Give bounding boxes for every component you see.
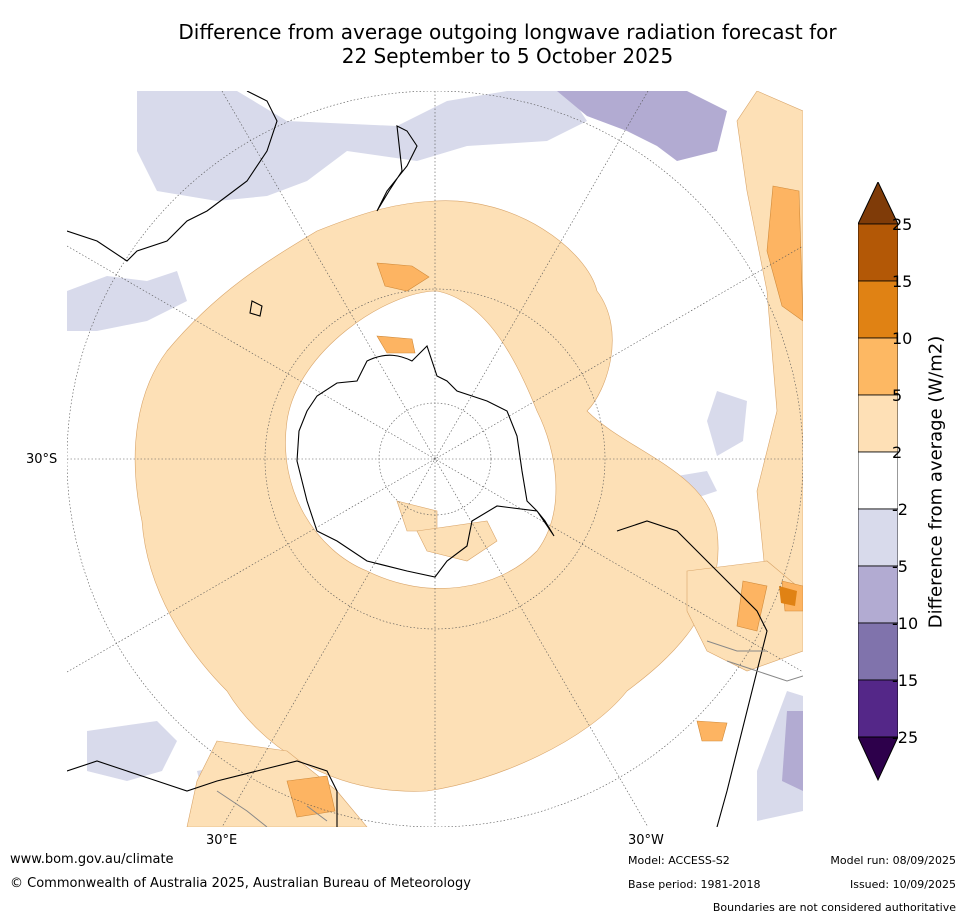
- title-line-1: Difference from average outgoing longwav…: [178, 20, 837, 44]
- footer-issued: Issued: 10/09/2025: [849, 878, 956, 891]
- colorbar-segment-neg25-neg15: [858, 679, 898, 738]
- colorbar-tick-10: 10: [892, 329, 913, 348]
- colorbar-segment-neg15-neg10: [858, 622, 898, 681]
- colorbar-min-extend: [858, 736, 898, 782]
- colorbar-segment-neg5-neg2: [858, 508, 898, 567]
- colorbar-tick-15: 15: [892, 272, 913, 291]
- colorbar-segment-neg10-neg5: [858, 565, 898, 624]
- colorbar-segment-10-15: [858, 280, 898, 339]
- footer-url: www.bom.gov.au/climate: [10, 852, 174, 867]
- colorbar: [858, 182, 898, 782]
- colorbar-tick-neg10: -10: [892, 614, 919, 633]
- latitude-label-30s: 30°S: [26, 452, 58, 467]
- high-positive-anomaly-areas: [779, 586, 797, 606]
- colorbar-segment-15-25: [858, 223, 898, 282]
- africa-coast: [67, 760, 338, 827]
- colorbar-tick-neg15: -15: [892, 671, 919, 690]
- south-america-coast: [616, 520, 768, 827]
- graticule: [67, 91, 803, 827]
- colorbar-tick-neg2: -2: [892, 500, 908, 519]
- title-line-2: 22 September to 5 October 2025: [341, 44, 674, 68]
- colorbar-segment-2-5: [858, 394, 898, 453]
- political-boundaries: [216, 640, 803, 827]
- footer-base-period: Base period: 1981-2018: [628, 878, 761, 891]
- longitude-label-30w: 30°W: [628, 833, 664, 848]
- antarctica-coast: [296, 344, 555, 578]
- map-svg: [67, 91, 803, 827]
- colorbar-tick-2: 2: [892, 443, 903, 462]
- tasmania-coast: [249, 300, 263, 317]
- longitude-label-30e: 30°E: [206, 833, 238, 848]
- footer-model-run: Model run: 08/09/2025: [830, 854, 956, 867]
- colorbar-tick-25: 25: [892, 215, 913, 234]
- colorbar-label: Difference from average (W/m2): [925, 335, 947, 629]
- colorbar-tick-5: 5: [892, 386, 903, 405]
- coastlines: [67, 91, 768, 827]
- new-zealand-coast: [376, 125, 418, 212]
- footer-model: Model: ACCESS-S2: [628, 854, 730, 867]
- map-title: Difference from average outgoing longwav…: [100, 20, 915, 68]
- footer-copyright: © Commonwealth of Australia 2025, Austra…: [10, 876, 471, 891]
- footer-disclaimer: Boundaries are not considered authoritat…: [712, 901, 956, 914]
- australia-coast: [67, 91, 278, 262]
- colorbar-tick-neg25: -25: [892, 728, 919, 747]
- colorbar-tick-neg5: -5: [892, 557, 908, 576]
- strong-negative-anomaly-areas: [557, 91, 803, 791]
- polar-map: [67, 91, 803, 827]
